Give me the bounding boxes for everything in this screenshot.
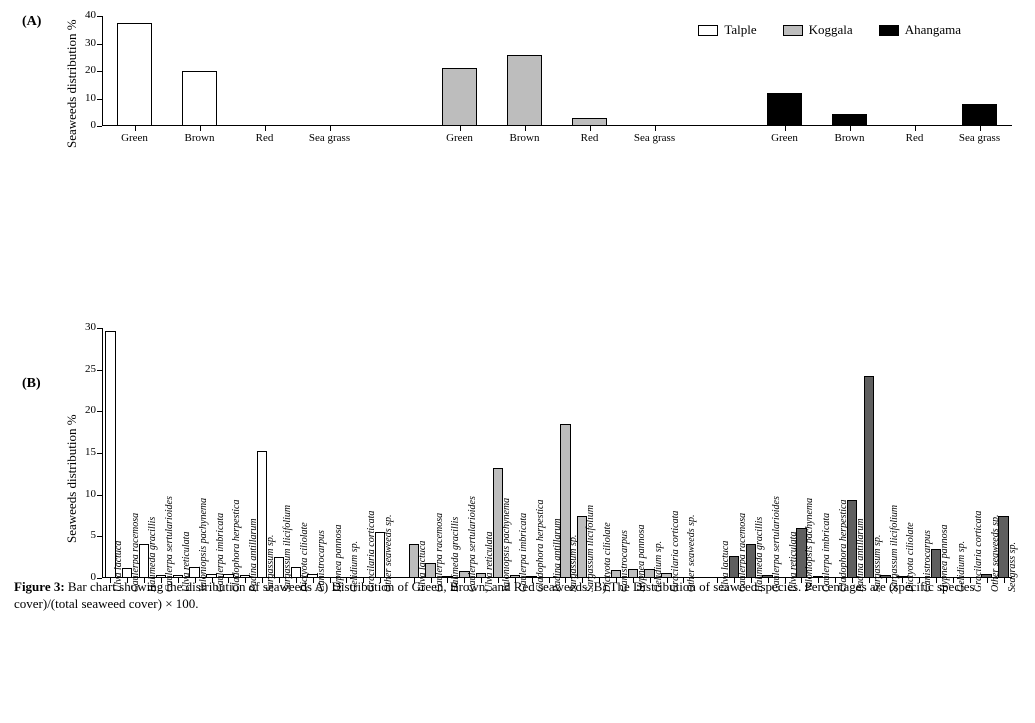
legend-item: Koggala (783, 22, 853, 38)
legend-swatch (783, 25, 803, 36)
chart-a-x-tick-label: Brown (165, 132, 235, 144)
figure-caption-body: Bar chart showing the distribution of se… (14, 579, 975, 612)
chart-a-x-tick-label: Green (100, 132, 170, 144)
chart-a-y-tick-label: 20 (68, 64, 96, 76)
chart-a-y-tick-label: 40 (68, 9, 96, 21)
chart-b-y-tick (97, 536, 102, 537)
legend-item: Ahangama (879, 22, 961, 38)
chart-a-x-tick-label: Brown (815, 132, 885, 144)
legend-label: Koggala (809, 22, 853, 38)
chart-a-x-tick-label: Green (750, 132, 820, 144)
chart-a-x-tick (980, 126, 981, 131)
chart-a-x-tick (655, 126, 656, 131)
chart-b-y-tick (97, 453, 102, 454)
legend-label: Ahangama (905, 22, 961, 38)
chart-a-y-tick-label: 30 (68, 37, 96, 49)
chart-a-y-tick-label: 0 (68, 119, 96, 131)
panel-b: (B) Seaweeds distribution % 051015202530… (14, 318, 1021, 723)
legend-swatch (698, 25, 718, 36)
chart-b-y-tick-label: 5 (68, 529, 96, 541)
chart-a-bar (962, 104, 998, 126)
chart-b-y-tick-label: 25 (68, 363, 96, 375)
panel-b-label: (B) (22, 376, 41, 392)
legend-label: Talple (724, 22, 756, 38)
chart-a-bar (117, 23, 153, 126)
chart-a-x-tick (525, 126, 526, 131)
chart-a-bar (832, 114, 868, 126)
chart-a-x-tick-label: Red (555, 132, 625, 144)
chart-a-x-tick (330, 126, 331, 131)
chart-a-y-tick (97, 99, 102, 100)
chart-a-x-tick (590, 126, 591, 131)
chart-a-x-tick (785, 126, 786, 131)
chart-a-x-tick-label: Green (425, 132, 495, 144)
chart-b-plot-area: 051015202530Ulva lactucaCaulerpa racemos… (102, 328, 1012, 578)
chart-b-y-tick-label: 10 (68, 488, 96, 500)
chart-b-y-tick-label: 30 (68, 321, 96, 333)
chart-b-y-tick (97, 495, 102, 496)
chart-a-x-tick (850, 126, 851, 131)
chart-a-y-axis (102, 16, 103, 126)
chart-a-x-tick-label: Red (230, 132, 300, 144)
chart-b-y-label: Seaweeds distribution % (64, 414, 80, 543)
chart-a-bar (767, 93, 803, 126)
legend-item: Talple (698, 22, 756, 38)
chart-a-x-tick-label: Sea grass (295, 132, 365, 144)
chart-a-y-tick (97, 16, 102, 17)
chart-a-bar (507, 55, 543, 127)
chart-a-y-tick-label: 10 (68, 92, 96, 104)
chart-b-y-tick (97, 411, 102, 412)
chart-a-y-tick (97, 44, 102, 45)
chart-a-x-tick (265, 126, 266, 131)
figure-caption: Figure 3: Bar chart showing the distribu… (14, 578, 1021, 613)
chart-a-bar (442, 68, 478, 126)
chart-a-y-tick (97, 71, 102, 72)
chart-b-y-tick (97, 370, 102, 371)
chart-a-x-tick (200, 126, 201, 131)
chart-a-x-tick (460, 126, 461, 131)
legend-swatch (879, 25, 899, 36)
chart-a-x-tick-label: Brown (490, 132, 560, 144)
chart-a-x-tick-label: Red (880, 132, 950, 144)
chart-b-y-axis (102, 328, 103, 578)
chart-b-y-tick (97, 328, 102, 329)
figure-3: (A) Seaweeds distribution % 0 10 20 30 40 Gre… (0, 0, 1035, 621)
chart-a-x-tick-label: Sea grass (945, 132, 1015, 144)
chart-a-x-tick (135, 126, 136, 131)
chart-a-x-tick-label: Sea grass (620, 132, 690, 144)
chart-a-x-tick (915, 126, 916, 131)
legend: Talple Koggala Ahangama (698, 22, 961, 38)
chart-a-bar (182, 71, 218, 126)
figure-caption-lead: Figure 3: (14, 579, 68, 594)
panel-a-label: (A) (22, 14, 41, 30)
chart-b-y-tick-label: 15 (68, 446, 96, 458)
chart-a-y-tick (97, 126, 102, 127)
chart-b-y-tick-label: 20 (68, 404, 96, 416)
chart-a-x-axis (102, 125, 1012, 126)
panel-a: (A) Seaweeds distribution % 010203040Gre… (14, 8, 1021, 158)
chart-a-bar (572, 118, 608, 126)
